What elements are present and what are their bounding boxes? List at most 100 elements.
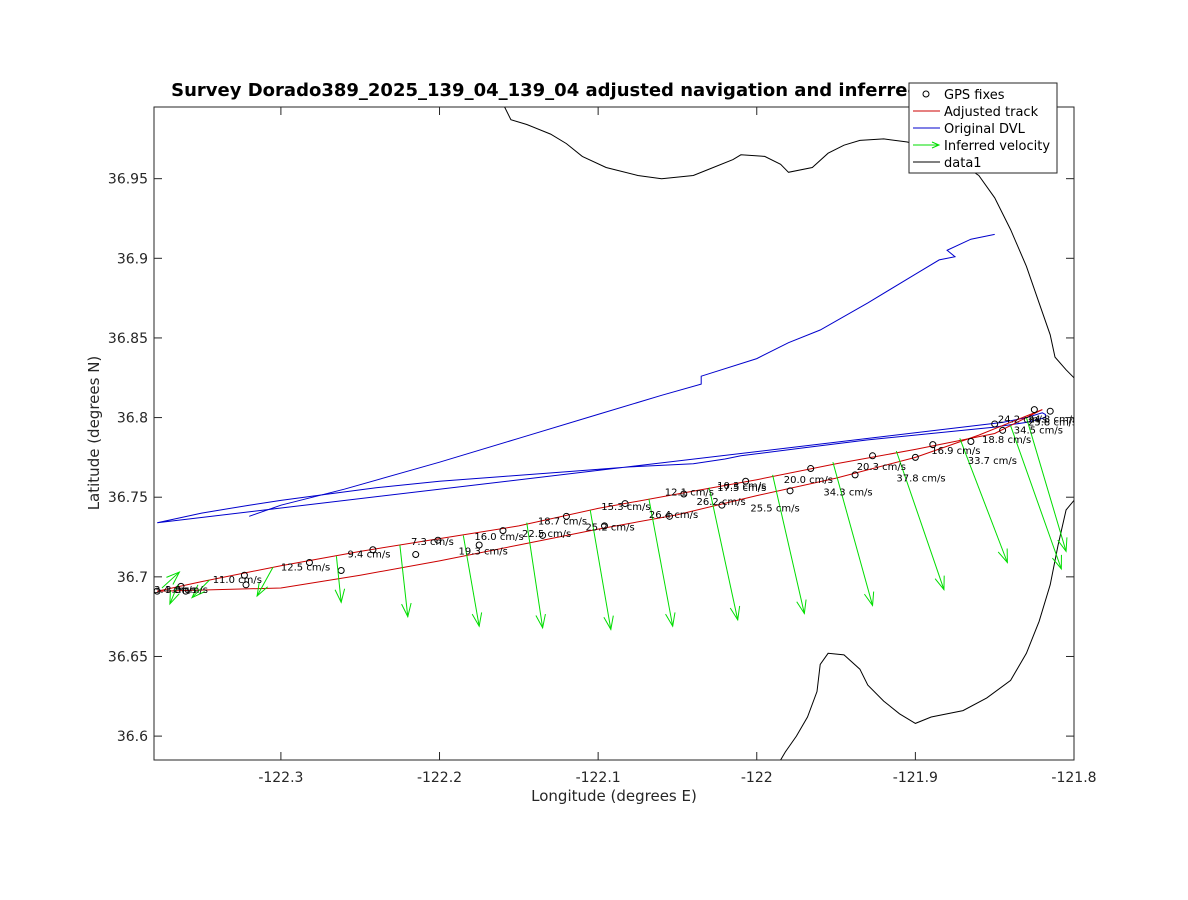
y-tick-label: 36.9 — [117, 251, 148, 267]
velocity-arrow-head — [864, 591, 875, 607]
legend-entry-data1: data1 — [944, 156, 982, 171]
speed-label: 25.8 cm/s — [1028, 418, 1077, 429]
gps-fix-marker — [991, 420, 999, 428]
velocity-arrow-shaft — [832, 462, 874, 606]
speed-label: 19.3 cm/s — [459, 547, 508, 558]
speed-label: 3.8 cm/s — [165, 585, 208, 596]
gps-fix-marker — [1046, 407, 1054, 415]
speed-label: 11.0 cm/s — [213, 575, 262, 586]
velocity-arrow-head — [169, 589, 180, 606]
speed-label: 34.3 cm/s — [823, 488, 872, 499]
velocity-arrow-head — [166, 571, 181, 585]
speed-label: 37.8 cm/s — [896, 473, 945, 484]
series-layer: 3.4 cm/s3.8 cm/s 11.0 cm/s 12.5 cm/s 9.4 cm… — [154, 107, 1077, 760]
speed-label: 33.7 cm/s — [968, 456, 1017, 467]
velocity-arrow-head — [535, 613, 546, 630]
gps-fix-marker — [475, 541, 483, 549]
gps-fix-marker — [539, 531, 547, 539]
velocity-arrow-shaft — [191, 579, 210, 598]
speed-label: 25.2 cm/s — [585, 523, 634, 534]
gps-fix-marker — [1030, 406, 1038, 414]
velocity-arrow-shaft — [708, 487, 739, 620]
speed-label: 16.9 cm/s — [931, 446, 980, 457]
speed-label: 18.8 cm/s — [982, 435, 1031, 446]
speed-label: 18.7 cm/s — [538, 516, 587, 527]
legend-velocity-arrowhead — [931, 141, 941, 149]
velocity-arrow-head — [1052, 554, 1062, 571]
velocity-arrow-head — [401, 602, 412, 619]
speed-label: 26.4 cm/s — [649, 510, 698, 521]
gps-fix-marker — [434, 536, 442, 544]
speed-label: 9.4 cm/s — [348, 550, 391, 561]
gps-fix-marker — [182, 587, 190, 595]
speed-label: 22.5 cm/s — [522, 529, 571, 540]
legend-entry-gps: GPS fixes — [944, 88, 1005, 103]
velocity-arrow-shaft — [462, 535, 480, 627]
original-dvl-track-return — [249, 233, 995, 517]
velocity-arrow-shaft — [161, 571, 180, 589]
x-tick-label: -122 — [741, 770, 773, 786]
speed-label: 17.5 cm/s — [717, 483, 766, 494]
y-tick-label: 36.8 — [117, 411, 148, 427]
x-axis-label: Longitude (degrees E) — [531, 787, 697, 805]
speed-label: 10.3 cm/s — [717, 481, 766, 492]
y-tick-label: 36.65 — [108, 649, 148, 665]
speed-label: 20.0 cm/s — [784, 475, 833, 486]
gps-fix-marker — [240, 571, 248, 579]
ticks-layer: -122.3 -122.2 -122.1 -122 -121.9 -121.8 36.6 36… — [108, 107, 1097, 786]
gps-fix-marker — [369, 546, 377, 554]
velocity-arrow-shaft — [959, 438, 1008, 563]
plot-area: 3.4 cm/s3.8 cm/s 11.0 cm/s 12.5 cm/s 9.4 cm… — [108, 106, 1097, 786]
speed-label: 16.0 cm/s — [474, 532, 523, 543]
speed-label: 24.2 cm/s — [998, 414, 1047, 425]
adjusted-track-return — [157, 409, 1043, 592]
velocity-arrow-shaft — [256, 567, 274, 597]
velocity-arrow-shaft — [772, 474, 805, 614]
y-tick-label: 36.85 — [108, 331, 148, 347]
axes-box — [153, 106, 1075, 761]
x-tick-label: -122.3 — [258, 770, 303, 786]
velocity-arrow-head — [729, 605, 741, 622]
x-tick-label: -122.2 — [417, 770, 462, 786]
legend-entry-adjusted: Adjusted track — [944, 105, 1039, 120]
velocity-arrow-head — [934, 575, 945, 591]
speed-label: 15.3 cm/s — [601, 502, 650, 513]
gps-fix-marker — [807, 465, 815, 473]
velocity-arrow-shaft — [648, 498, 674, 627]
velocity-arrow-head — [665, 612, 676, 628]
velocity-arrow-shaft — [895, 450, 945, 590]
y-tick-label: 36.6 — [117, 729, 148, 745]
gps-fix-marker — [499, 527, 507, 535]
speed-label: 26.2 cm/s — [696, 497, 745, 508]
gps-fix-marker — [718, 501, 726, 509]
velocity-arrow-head — [997, 548, 1008, 564]
gps-fix-marker — [786, 487, 794, 495]
gps-fix-marker — [929, 441, 937, 449]
velocity-arrow-shaft — [399, 544, 409, 617]
velocity-arrow-head — [796, 599, 807, 615]
gps-fix-marker — [600, 522, 608, 530]
y-tick-label: 36.75 — [108, 490, 148, 506]
velocity-arrow-shaft — [589, 509, 612, 630]
speed-label: 25.5 cm/s — [750, 504, 799, 515]
speed-label: 34.5 cm/s — [1014, 426, 1063, 437]
velocity-arrow-head — [603, 615, 614, 631]
coastline-north — [504, 107, 1074, 379]
velocity-arrow-head — [256, 582, 268, 598]
speed-label: 24.8 cm/s — [1028, 414, 1077, 425]
speed-label: 12.5 cm/s — [281, 562, 330, 573]
y-axis-label: Latitude (degrees N) — [85, 356, 103, 511]
legend-entry-velocity: Inferred velocity — [944, 139, 1050, 154]
gps-fix-marker — [680, 490, 688, 498]
x-tick-label: -121.8 — [1051, 770, 1096, 786]
y-tick-label: 36.95 — [108, 172, 148, 188]
coastline-south — [780, 500, 1074, 760]
gps-fix-marker — [621, 500, 629, 508]
gps-fix-marker — [177, 582, 185, 590]
velocity-arrow-shaft — [526, 522, 544, 628]
gps-fix-marker — [412, 551, 420, 559]
legend-gps-marker — [922, 90, 930, 98]
velocity-arrow-head — [334, 588, 346, 604]
gps-fix-marker — [666, 512, 674, 520]
